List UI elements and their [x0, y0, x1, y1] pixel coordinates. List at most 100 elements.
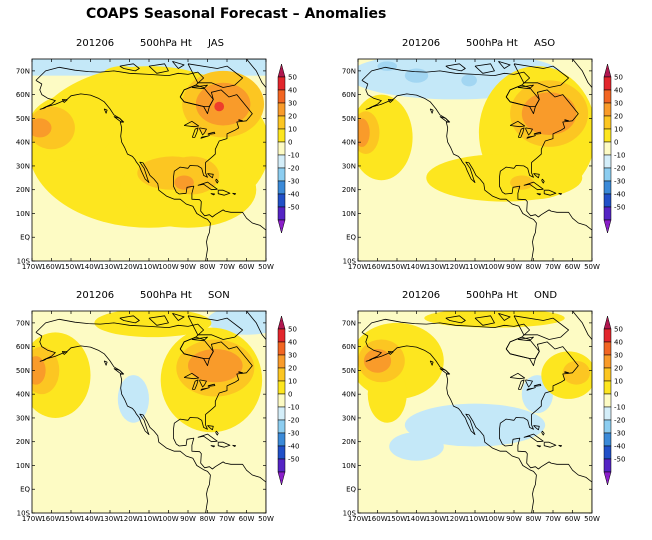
lon-label: 50W [258, 263, 274, 271]
lon-label: 130W [426, 263, 446, 271]
coastline-lake [509, 372, 526, 380]
coastline-lake [183, 120, 200, 128]
colorbar-label: -50 [614, 456, 625, 464]
coastline-lake [207, 383, 216, 387]
coastline-lake [526, 387, 536, 391]
anomaly-contour [389, 432, 444, 461]
coastline-island [387, 351, 394, 355]
panel-variable: 500hPa Ht [140, 38, 192, 49]
coastline-island [207, 173, 214, 179]
coastline-island [210, 193, 216, 196]
lon-label: 100W [484, 515, 504, 523]
colorbar-label: 30 [288, 352, 297, 360]
lon-label: 170W [348, 263, 368, 271]
lat-label: 70N [342, 319, 356, 327]
coastline [361, 311, 592, 513]
lat-label: 60N [342, 343, 356, 351]
panel-title: 201206 500hPa Ht ASO [326, 38, 652, 54]
coastline-arctic-island [517, 84, 534, 90]
coastline-island [439, 116, 450, 123]
anomaly-contour [32, 356, 46, 385]
lon-label: 90W [180, 263, 196, 271]
colorbar-segment [277, 341, 286, 356]
lat-label: 40N [342, 139, 356, 147]
coastline-island [536, 445, 542, 448]
coastline-lake [207, 131, 216, 135]
colorbar-cap-top [603, 315, 612, 330]
colorbar-label: 0 [614, 391, 618, 399]
coastline-island [365, 359, 372, 362]
anomaly-field [32, 311, 266, 513]
coastline-arctic-island [191, 336, 208, 342]
coastline-island [232, 444, 237, 447]
coastline-arctic-island [148, 315, 169, 326]
lat-label: 50N [16, 115, 30, 123]
colorbar-label: 0 [614, 139, 618, 147]
coastline-arctic-island [187, 315, 244, 340]
lon-label: 90W [506, 515, 522, 523]
coastline-arctic-island [148, 63, 169, 74]
colorbar-segment [277, 128, 286, 143]
lat-label: 10S [17, 258, 31, 266]
colorbar-label: 10 [288, 126, 297, 134]
colorbar-label: -30 [614, 178, 625, 186]
coastline-arctic-island [564, 371, 570, 374]
colorbar-label: 50 [288, 74, 297, 82]
anomaly-contour [521, 92, 577, 136]
colorbar-segment [277, 380, 286, 395]
colorbar-label: 20 [288, 113, 297, 121]
colorbar-segment [603, 102, 612, 117]
panel-date: 201206 [76, 38, 115, 49]
anomaly-contour [426, 154, 583, 202]
coastline [361, 59, 592, 261]
lat-label: 20N [342, 186, 356, 194]
colorbar-segment [277, 354, 286, 369]
anomaly-contour [174, 175, 194, 190]
lon-label: 120W [445, 263, 465, 271]
coastline-island [429, 360, 434, 366]
colorbar-label: -10 [288, 404, 299, 412]
coastline-island [113, 368, 124, 375]
colorbar-cap-top [277, 315, 286, 330]
colorbar-label: -40 [288, 443, 299, 451]
coastline [35, 59, 266, 261]
lon-label: 80W [526, 515, 542, 523]
coastline-arctic-island [119, 63, 140, 72]
coastline-lake [200, 387, 210, 391]
coastline-island [103, 360, 108, 366]
panel-period: ASO [534, 38, 556, 49]
coastline-island [429, 108, 434, 114]
coastline-arctic-island [474, 315, 495, 326]
colorbar-segment [277, 193, 286, 208]
colorbar-segment [603, 76, 612, 91]
lon-label: 50W [258, 515, 274, 523]
coastline-lake [517, 127, 525, 138]
coastline-island [207, 425, 214, 431]
coastline-island [523, 433, 544, 443]
coastline-island [439, 368, 450, 375]
anomaly-field [358, 59, 592, 261]
lat-label: 70N [16, 67, 30, 75]
coastline-arctic-island [246, 59, 266, 89]
forecast-panel-aso: 201206 500hPa Ht ASO 70N 60N 50N 40N 30N 20N 1… [326, 38, 652, 288]
lon-label: 150W [387, 515, 407, 523]
coastline-island [541, 178, 545, 184]
lon-label: 110W [139, 263, 159, 271]
forecast-panel-son: 201206 500hPa Ht SON 70N 60N 50N 40N 30N 20N 1… [0, 290, 326, 540]
coastline-arctic-island [517, 336, 534, 342]
colorbar-label: 10 [288, 378, 297, 386]
lat-label: 10S [17, 510, 31, 518]
anomaly-contour [424, 311, 565, 328]
anomaly-contour [32, 118, 52, 138]
colorbar-label: -40 [288, 191, 299, 199]
colorbar-label: 20 [288, 365, 297, 373]
colorbar-cap-bottom [603, 471, 612, 486]
anomaly-field [358, 311, 592, 513]
lon-label: 120W [119, 263, 139, 271]
colorbar-segment [277, 154, 286, 169]
coastline-island [217, 441, 231, 448]
lon-label: 70W [219, 263, 235, 271]
coastline-arctic-island [191, 84, 208, 90]
lon-label: 170W [348, 515, 368, 523]
colorbar-label: 0 [288, 139, 292, 147]
